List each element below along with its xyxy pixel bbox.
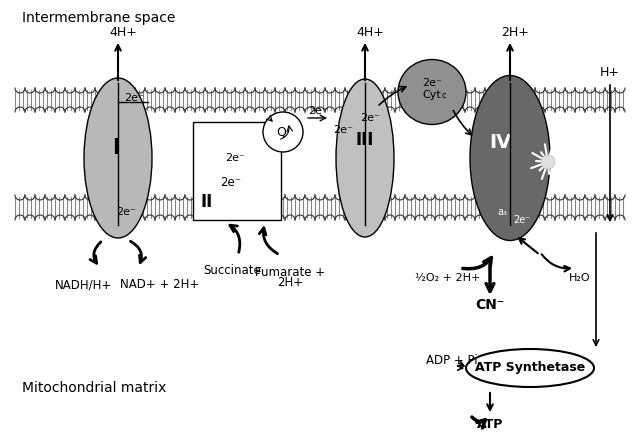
Ellipse shape xyxy=(466,349,594,387)
Text: I: I xyxy=(112,138,120,158)
Text: ½O₂ + 2H+: ½O₂ + 2H+ xyxy=(415,273,481,283)
FancyArrowPatch shape xyxy=(259,228,278,253)
FancyArrowPatch shape xyxy=(458,366,463,370)
FancyArrowPatch shape xyxy=(472,417,485,428)
Text: 2H+: 2H+ xyxy=(277,277,303,289)
Text: III: III xyxy=(356,131,374,149)
Ellipse shape xyxy=(84,78,152,238)
Bar xyxy=(15,195,625,220)
FancyArrowPatch shape xyxy=(131,241,146,263)
Text: 2e⁻: 2e⁻ xyxy=(513,215,531,225)
Text: Intermembrane space: Intermembrane space xyxy=(22,11,175,25)
Bar xyxy=(15,88,625,220)
Text: c: c xyxy=(442,90,447,100)
Ellipse shape xyxy=(470,76,550,240)
Text: Fumarate +: Fumarate + xyxy=(255,266,325,278)
Bar xyxy=(193,122,281,220)
Text: ADP + Pi: ADP + Pi xyxy=(426,354,478,367)
FancyArrowPatch shape xyxy=(463,257,492,269)
Text: Cyt: Cyt xyxy=(422,90,442,100)
Bar xyxy=(15,88,625,112)
Text: NADH/H+: NADH/H+ xyxy=(54,278,111,291)
Text: 2e⁻: 2e⁻ xyxy=(124,93,144,103)
FancyArrowPatch shape xyxy=(486,265,494,291)
Text: 2e⁻: 2e⁻ xyxy=(225,153,245,163)
Text: 2e⁻: 2e⁻ xyxy=(221,176,241,188)
Text: 2H+: 2H+ xyxy=(501,25,529,38)
Text: 2e⁻: 2e⁻ xyxy=(116,207,136,217)
Text: 4H+: 4H+ xyxy=(109,25,137,38)
Text: H₂O: H₂O xyxy=(569,273,591,283)
Text: 2e⁻: 2e⁻ xyxy=(333,125,353,135)
Text: Q: Q xyxy=(276,125,286,139)
Text: H+: H+ xyxy=(600,66,620,79)
Text: a₃: a₃ xyxy=(497,207,507,217)
Text: 4H+: 4H+ xyxy=(356,25,384,38)
FancyArrowPatch shape xyxy=(230,225,240,252)
Text: 2e⁻: 2e⁻ xyxy=(422,78,442,88)
Text: NAD+ + 2H+: NAD+ + 2H+ xyxy=(120,278,200,291)
Ellipse shape xyxy=(398,59,466,125)
Ellipse shape xyxy=(336,79,394,237)
FancyArrowPatch shape xyxy=(90,242,101,263)
Text: IV: IV xyxy=(489,133,511,153)
Text: II: II xyxy=(201,193,213,211)
Text: Mitochondrial matrix: Mitochondrial matrix xyxy=(22,381,166,395)
FancyArrowPatch shape xyxy=(379,87,406,105)
Circle shape xyxy=(263,112,303,152)
Text: 2e⁻: 2e⁻ xyxy=(308,106,328,116)
Text: ATP Synthetase: ATP Synthetase xyxy=(475,361,585,375)
Text: Succinate: Succinate xyxy=(203,264,261,277)
Circle shape xyxy=(541,155,555,169)
Text: CN⁻: CN⁻ xyxy=(476,298,504,312)
FancyArrowPatch shape xyxy=(453,111,472,135)
Text: ATP: ATP xyxy=(477,419,503,431)
FancyArrowPatch shape xyxy=(541,254,570,271)
Text: 2e⁻: 2e⁻ xyxy=(360,113,380,123)
